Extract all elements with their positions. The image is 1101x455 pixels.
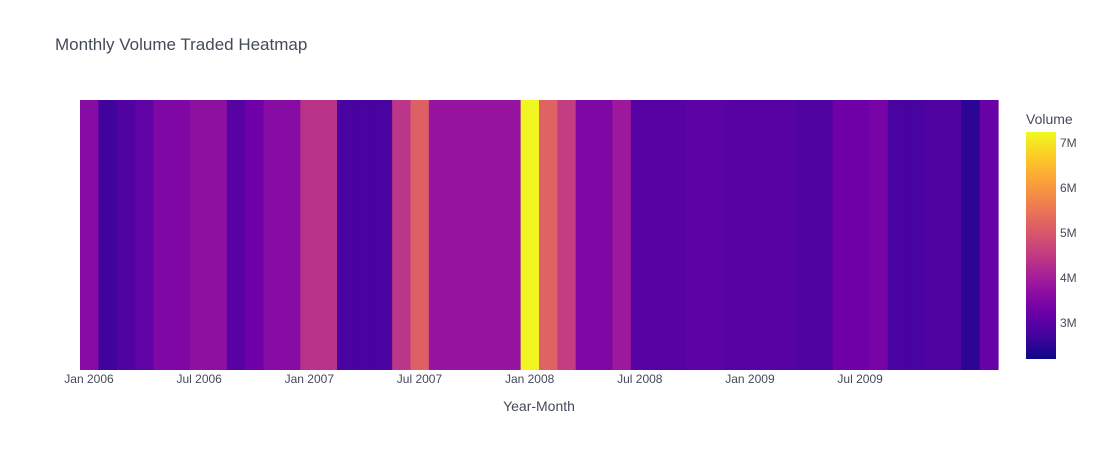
heatmap-cell[interactable]: [447, 100, 467, 370]
heatmap-cell[interactable]: [942, 100, 962, 370]
heatmap-cell[interactable]: [924, 100, 944, 370]
colorbar-ticks: 3M 4M 5M 6M 7M: [1060, 136, 1077, 330]
heatmap-cell[interactable]: [171, 100, 191, 370]
x-tick-label: Jan 2009: [725, 372, 775, 386]
heatmap-cell[interactable]: [814, 100, 834, 370]
x-axis-ticks: Jan 2006 Jul 2006 Jan 2007 Jul 2007 Jan 2008…: [64, 372, 883, 386]
heatmap-cell[interactable]: [318, 100, 338, 370]
colorbar-tick-label: 5M: [1060, 226, 1077, 240]
heatmap-cell[interactable]: [649, 100, 669, 370]
heatmap-cell[interactable]: [410, 100, 430, 370]
heatmap-cell[interactable]: [759, 100, 779, 370]
heatmap-cell[interactable]: [869, 100, 889, 370]
heatmap-cell[interactable]: [153, 100, 173, 370]
heatmap-cell[interactable]: [796, 100, 815, 370]
x-tick-label: Jul 2006: [176, 372, 222, 386]
heatmap-cell[interactable]: [190, 100, 210, 370]
heatmap-cell[interactable]: [98, 100, 118, 370]
heatmap-cell[interactable]: [116, 100, 136, 370]
heatmap-cell[interactable]: [961, 100, 981, 370]
heatmap-cell[interactable]: [392, 100, 412, 370]
heatmap-cell[interactable]: [208, 100, 228, 370]
heatmap-cell[interactable]: [520, 100, 540, 370]
heatmap-cell[interactable]: [465, 100, 485, 370]
heatmap-cell[interactable]: [612, 100, 632, 370]
heatmap-cell[interactable]: [502, 100, 522, 370]
heatmap-cell[interactable]: [594, 100, 614, 370]
heatmap-cell[interactable]: [740, 100, 760, 370]
heatmap-cell[interactable]: [630, 100, 650, 370]
colorbar-tick-label: 7M: [1060, 136, 1077, 150]
heatmap-cell[interactable]: [355, 100, 375, 370]
heatmap-cell[interactable]: [245, 100, 265, 370]
heatmap-cell[interactable]: [337, 100, 356, 370]
heatmap-cell[interactable]: [300, 100, 320, 370]
x-axis-label: Year-Month: [503, 398, 575, 414]
heatmap-cell[interactable]: [428, 100, 448, 370]
colorbar-tick-label: 6M: [1060, 181, 1077, 195]
heatmap-cell[interactable]: [483, 100, 503, 370]
colorbar-tick-label: 3M: [1060, 316, 1077, 330]
colorbar-tick-label: 4M: [1060, 271, 1077, 285]
heatmap-cell[interactable]: [777, 100, 797, 370]
heatmap-cell[interactable]: [557, 100, 577, 370]
x-tick-label: Jan 2007: [285, 372, 335, 386]
heatmap-cell[interactable]: [979, 100, 999, 370]
heatmap-cell[interactable]: [539, 100, 558, 370]
heatmap-cell[interactable]: [851, 100, 871, 370]
heatmap-cell[interactable]: [906, 100, 926, 370]
heatmap-cell[interactable]: [887, 100, 907, 370]
heatmap-cell[interactable]: [226, 100, 246, 370]
heatmap-cell[interactable]: [281, 100, 301, 370]
heatmap-cell[interactable]: [263, 100, 283, 370]
heatmap-cell[interactable]: [685, 100, 705, 370]
x-tick-label: Jul 2009: [837, 372, 883, 386]
heatmap-cell[interactable]: [704, 100, 724, 370]
x-tick-label: Jul 2007: [397, 372, 443, 386]
x-tick-label: Jan 2008: [505, 372, 555, 386]
heatmap-cell[interactable]: [80, 100, 99, 370]
heatmap-cell[interactable]: [722, 100, 742, 370]
heatmap-cell[interactable]: [135, 100, 155, 370]
chart-title: Monthly Volume Traded Heatmap: [55, 35, 307, 54]
heatmap-cell[interactable]: [667, 100, 687, 370]
x-tick-label: Jan 2006: [64, 372, 114, 386]
heatmap-cell[interactable]: [373, 100, 393, 370]
heatmap-cells: [80, 100, 999, 370]
colorbar-title: Volume: [1026, 111, 1073, 127]
heatmap-cell[interactable]: [575, 100, 595, 370]
x-tick-label: Jul 2008: [617, 372, 663, 386]
heatmap-cell[interactable]: [832, 100, 852, 370]
colorbar: [1026, 132, 1056, 359]
